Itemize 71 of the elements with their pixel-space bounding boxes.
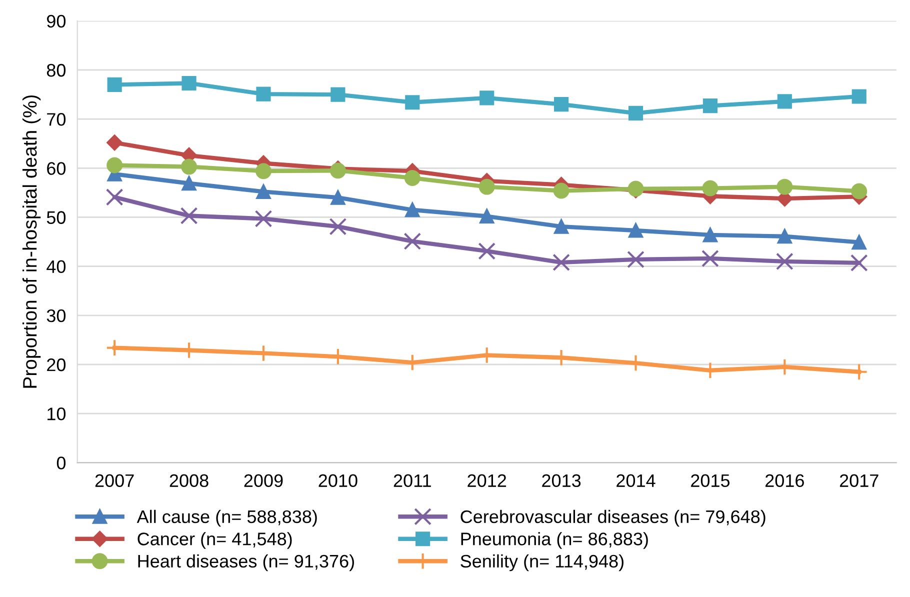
legend-label: Pneumonia (n= 86,883) bbox=[461, 532, 648, 549]
point bbox=[106, 188, 124, 206]
y-tick-label: 0 bbox=[56, 456, 66, 470]
point bbox=[628, 106, 644, 120]
point bbox=[552, 254, 570, 272]
y-tick-label: 70 bbox=[47, 113, 66, 126]
point bbox=[478, 242, 496, 260]
legend-label: Cerebrovascular diseases (n= 79,648) bbox=[460, 510, 766, 527]
point bbox=[180, 207, 198, 224]
point bbox=[480, 208, 494, 224]
x-tick-label: 2017 bbox=[840, 474, 878, 488]
point bbox=[702, 98, 718, 114]
point bbox=[553, 182, 570, 199]
point bbox=[330, 162, 346, 179]
point bbox=[554, 97, 569, 112]
point bbox=[480, 90, 494, 106]
legend-label: All cause (n= 588,838) bbox=[136, 510, 317, 527]
point bbox=[776, 252, 794, 270]
point bbox=[329, 218, 347, 236]
point bbox=[106, 157, 123, 174]
x-tick-label: 2008 bbox=[170, 474, 208, 488]
point bbox=[254, 210, 272, 228]
point bbox=[852, 234, 866, 250]
legend-label: Heart diseases (n= 91,376) bbox=[138, 554, 354, 572]
x-tick-label: 2013 bbox=[542, 474, 581, 488]
legend-label: Cancer (n= 41,548) bbox=[138, 532, 292, 549]
x-tick-label: 2014 bbox=[616, 474, 656, 488]
point bbox=[777, 229, 792, 244]
y-tick-label: 60 bbox=[47, 162, 66, 175]
point bbox=[850, 254, 868, 272]
point bbox=[181, 158, 198, 175]
x-tick-label: 2007 bbox=[95, 474, 134, 488]
point bbox=[405, 95, 420, 110]
point bbox=[851, 183, 868, 200]
point bbox=[330, 87, 346, 102]
y-tick-label: 40 bbox=[46, 260, 66, 274]
y-tick-label: 50 bbox=[46, 211, 66, 224]
x-tick-label: 2015 bbox=[691, 474, 730, 488]
point bbox=[702, 228, 718, 242]
point bbox=[405, 202, 420, 218]
point bbox=[702, 180, 718, 196]
y-axis-title: Proportion of in-hospital death (%) bbox=[22, 95, 41, 388]
point bbox=[777, 94, 792, 109]
x-tick-label: 2012 bbox=[468, 474, 506, 488]
point bbox=[255, 163, 272, 180]
point bbox=[852, 89, 866, 104]
point bbox=[256, 86, 271, 102]
point bbox=[107, 77, 122, 92]
point bbox=[404, 170, 420, 186]
point bbox=[554, 219, 569, 234]
x-tick-label: 2009 bbox=[244, 474, 283, 488]
y-tick-label: 90 bbox=[47, 14, 66, 28]
y-tick-label: 30 bbox=[46, 309, 66, 322]
legend-label: Senility (n= 114,948) bbox=[460, 554, 624, 572]
point bbox=[182, 176, 196, 191]
x-tick-label: 2016 bbox=[765, 474, 804, 488]
point bbox=[404, 232, 422, 250]
y-tick-label: 20 bbox=[47, 358, 66, 372]
point bbox=[182, 76, 196, 91]
point bbox=[776, 178, 793, 195]
y-tick-label: 80 bbox=[46, 64, 66, 77]
point bbox=[478, 178, 495, 195]
point bbox=[330, 190, 346, 205]
point bbox=[106, 134, 122, 151]
point bbox=[627, 250, 644, 268]
point bbox=[628, 223, 644, 238]
y-tick-label: 10 bbox=[48, 408, 66, 420]
point bbox=[256, 184, 271, 200]
point bbox=[702, 250, 719, 268]
x-tick-label: 2011 bbox=[394, 474, 431, 488]
x-tick-label: 2010 bbox=[318, 474, 358, 488]
